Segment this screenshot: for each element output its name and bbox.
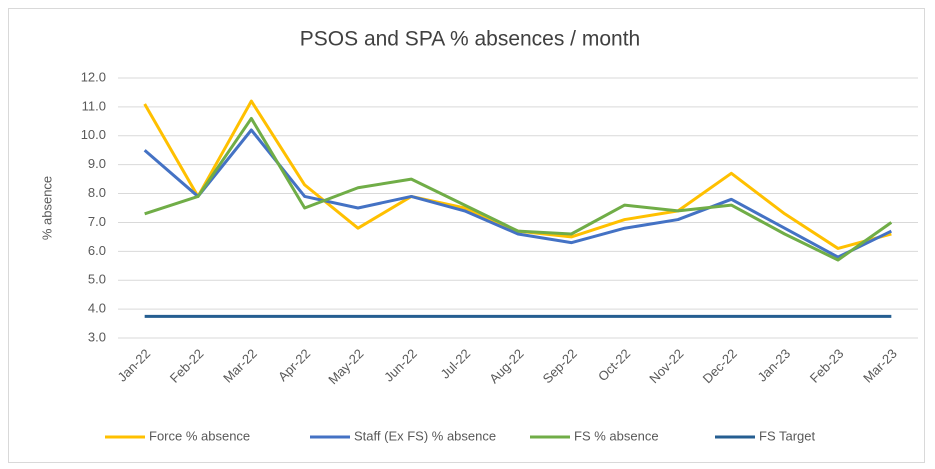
- y-tick-label: 5.0: [88, 272, 106, 287]
- y-tick-label: 12.0: [81, 69, 106, 84]
- series-line: [143, 128, 892, 259]
- series-line: [144, 116, 893, 262]
- y-tick-label: 11.0: [82, 98, 106, 113]
- legend-label: FS % absence: [574, 428, 659, 443]
- y-tick-label: 3.0: [88, 329, 106, 344]
- chart-border: [8, 8, 925, 463]
- y-tick-label: 8.0: [88, 185, 106, 200]
- legend-label: Force % absence: [149, 428, 250, 443]
- y-tick-label: 6.0: [88, 243, 106, 258]
- legend-label: Staff (Ex FS) % absence: [354, 428, 496, 443]
- y-tick-label: 4.0: [88, 301, 106, 316]
- legend-label: FS Target: [759, 428, 816, 443]
- y-tick-label: 10.0: [81, 127, 106, 142]
- y-axis-label: % absence: [39, 176, 54, 240]
- y-tick-label: 9.0: [88, 156, 106, 171]
- chart-title: PSOS and SPA % absences / month: [300, 28, 640, 51]
- y-tick-label: 7.0: [88, 214, 106, 229]
